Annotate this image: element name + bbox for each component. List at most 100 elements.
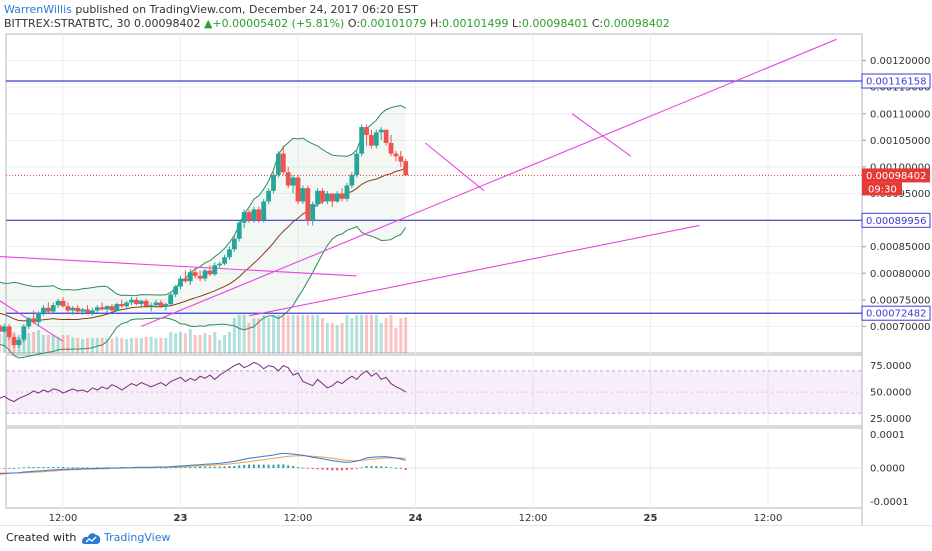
candle-body[interactable] xyxy=(163,304,168,306)
candle-body[interactable] xyxy=(369,135,374,146)
candle-body[interactable] xyxy=(252,209,257,220)
candle-body[interactable] xyxy=(345,186,350,199)
candle-body[interactable] xyxy=(281,154,286,173)
candle-body[interactable] xyxy=(394,154,399,157)
candle-body[interactable] xyxy=(340,194,345,199)
candle-body[interactable] xyxy=(266,191,271,202)
candle-body[interactable] xyxy=(183,279,188,282)
volume-bar xyxy=(292,315,295,353)
candle-body[interactable] xyxy=(198,276,203,279)
candle-body[interactable] xyxy=(26,318,31,326)
volume-bar xyxy=(350,318,353,353)
candle-body[interactable] xyxy=(398,156,403,161)
candle-body[interactable] xyxy=(384,130,389,143)
candle-body[interactable] xyxy=(330,194,335,202)
candle-body[interactable] xyxy=(31,318,36,322)
candle-body[interactable] xyxy=(124,302,129,306)
macd-histogram-bar xyxy=(258,465,260,468)
candle-body[interactable] xyxy=(212,265,217,274)
volume-bar xyxy=(159,338,162,353)
candle-body[interactable] xyxy=(320,191,325,202)
candle-body[interactable] xyxy=(247,212,252,220)
candle-body[interactable] xyxy=(119,304,124,306)
candle-body[interactable] xyxy=(2,326,7,331)
candle-body[interactable] xyxy=(232,239,237,250)
volume-bar xyxy=(355,315,358,353)
tradingview-logo-icon[interactable] xyxy=(80,530,102,546)
candle-body[interactable] xyxy=(193,272,198,276)
candle-body[interactable] xyxy=(7,326,12,337)
candle-body[interactable] xyxy=(51,305,56,311)
candle-body[interactable] xyxy=(105,306,110,309)
candle-body[interactable] xyxy=(296,178,301,202)
candle-body[interactable] xyxy=(95,307,100,310)
candle-body[interactable] xyxy=(178,279,183,287)
candle-body[interactable] xyxy=(237,223,242,239)
trendline-ascending-steep[interactable] xyxy=(141,39,836,326)
candle-body[interactable] xyxy=(0,325,2,331)
candle-body[interactable] xyxy=(242,212,247,223)
candle-body[interactable] xyxy=(154,302,159,305)
candle-body[interactable] xyxy=(286,172,291,185)
candle-body[interactable] xyxy=(80,309,85,311)
candle-body[interactable] xyxy=(129,300,134,303)
candle-body[interactable] xyxy=(379,130,384,133)
candle-body[interactable] xyxy=(389,143,394,154)
candle-body[interactable] xyxy=(56,301,61,305)
candle-body[interactable] xyxy=(276,154,281,175)
candle-body[interactable] xyxy=(12,337,17,345)
candle-body[interactable] xyxy=(354,154,359,175)
candle-body[interactable] xyxy=(70,308,75,311)
candle-body[interactable] xyxy=(41,308,46,313)
candle-body[interactable] xyxy=(310,204,315,220)
candle-body[interactable] xyxy=(168,295,173,305)
candle-body[interactable] xyxy=(21,326,26,339)
candle-body[interactable] xyxy=(374,132,379,145)
tradingview-brand[interactable]: TradingView xyxy=(104,531,170,544)
candle-body[interactable] xyxy=(349,175,354,186)
volume-bar xyxy=(316,315,319,353)
macd-histogram-bar xyxy=(375,466,377,468)
candle-body[interactable] xyxy=(100,307,105,309)
candle-body[interactable] xyxy=(139,301,144,304)
candle-body[interactable] xyxy=(85,309,90,312)
candle-body[interactable] xyxy=(222,257,227,263)
candle-body[interactable] xyxy=(90,310,95,312)
candle-body[interactable] xyxy=(36,313,41,322)
candle-body[interactable] xyxy=(134,300,139,304)
candle-body[interactable] xyxy=(114,304,119,310)
volume-bar xyxy=(169,332,172,353)
volume-bar xyxy=(208,335,211,353)
candle-body[interactable] xyxy=(315,191,320,204)
candle-body[interactable] xyxy=(207,271,212,275)
candle-body[interactable] xyxy=(403,161,408,175)
candle-body[interactable] xyxy=(291,178,296,186)
candle-body[interactable] xyxy=(65,306,70,310)
candle-body[interactable] xyxy=(217,264,222,266)
candle-body[interactable] xyxy=(305,188,310,220)
candle-body[interactable] xyxy=(325,194,330,202)
candle-body[interactable] xyxy=(149,305,154,306)
level-price-label: 0.00089956 xyxy=(866,216,926,227)
candle-body[interactable] xyxy=(300,188,305,201)
candle-body[interactable] xyxy=(75,308,80,312)
candle-body[interactable] xyxy=(110,306,115,310)
candle-body[interactable] xyxy=(17,340,22,345)
candle-body[interactable] xyxy=(173,287,178,295)
candle-body[interactable] xyxy=(335,194,340,202)
candle-body[interactable] xyxy=(188,272,193,281)
candle-body[interactable] xyxy=(364,127,369,135)
candle-body[interactable] xyxy=(46,308,51,312)
candle-body[interactable] xyxy=(61,301,66,306)
candle-body[interactable] xyxy=(359,127,364,154)
candle-body[interactable] xyxy=(256,209,261,220)
candle-body[interactable] xyxy=(271,175,276,191)
candle-body[interactable] xyxy=(227,249,232,257)
candle-body[interactable] xyxy=(159,302,164,306)
macd-histogram-bar xyxy=(57,467,59,468)
wedge-line-2[interactable] xyxy=(572,114,631,157)
candle-body[interactable] xyxy=(203,271,208,279)
candle-body[interactable] xyxy=(144,301,149,306)
candle-body[interactable] xyxy=(261,201,266,220)
